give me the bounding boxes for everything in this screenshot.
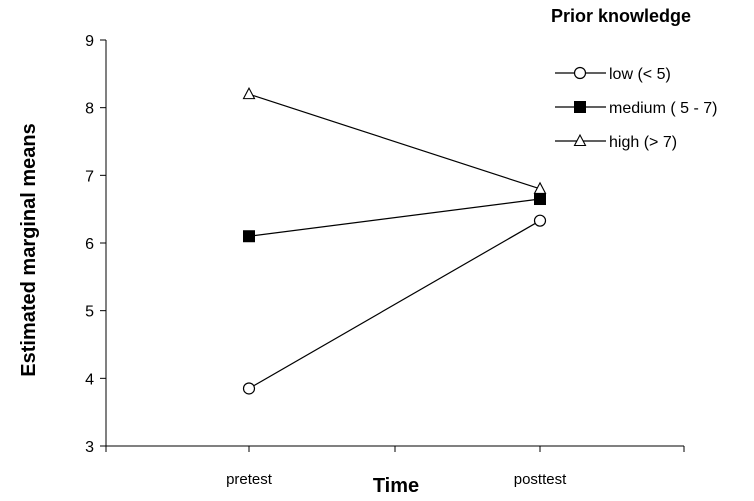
y-tick-label: 8 bbox=[85, 101, 94, 118]
legend-marker-2 bbox=[575, 135, 586, 146]
y-axis-title: Estimated marginal means bbox=[18, 123, 40, 376]
data-point-1-1 bbox=[535, 194, 546, 205]
y-tick-label: 4 bbox=[85, 371, 94, 388]
legend-marker-0 bbox=[575, 68, 586, 79]
series-line-2 bbox=[249, 94, 540, 189]
legend-label-0: low (< 5) bbox=[609, 66, 671, 83]
data-point-0-1 bbox=[535, 215, 546, 226]
y-tick-label: 9 bbox=[85, 33, 94, 50]
y-tick-label: 7 bbox=[85, 168, 94, 185]
data-point-1-0 bbox=[244, 231, 255, 242]
legend-label-2: high (> 7) bbox=[609, 134, 677, 151]
y-axis: 3 4 5 6 7 8 9 bbox=[85, 33, 106, 456]
legend: Prior knowledge low (< 5) medium ( 5 - 7)… bbox=[551, 6, 717, 151]
series-line-1 bbox=[249, 199, 540, 236]
legend-item-2: high (> 7) bbox=[555, 134, 677, 151]
legend-item-0: low (< 5) bbox=[555, 66, 671, 83]
series-line-0 bbox=[249, 221, 540, 389]
series-2 bbox=[244, 88, 546, 193]
series-1 bbox=[244, 194, 546, 242]
legend-marker-1 bbox=[575, 102, 586, 113]
legend-title: Prior knowledge bbox=[551, 6, 691, 26]
legend-item-1: medium ( 5 - 7) bbox=[555, 100, 717, 117]
series-layer bbox=[244, 88, 546, 394]
y-tick-label: 3 bbox=[85, 439, 94, 456]
x-tick-label-posttest: posttest bbox=[514, 471, 567, 488]
x-tick-label-pretest: pretest bbox=[226, 471, 273, 488]
data-point-2-0 bbox=[244, 88, 255, 99]
y-tick-label: 6 bbox=[85, 236, 94, 253]
x-axis-title: Time bbox=[373, 475, 419, 497]
y-tick-label: 5 bbox=[85, 304, 94, 321]
series-0 bbox=[244, 215, 546, 394]
data-point-0-0 bbox=[244, 383, 255, 394]
legend-label-1: medium ( 5 - 7) bbox=[609, 100, 717, 117]
